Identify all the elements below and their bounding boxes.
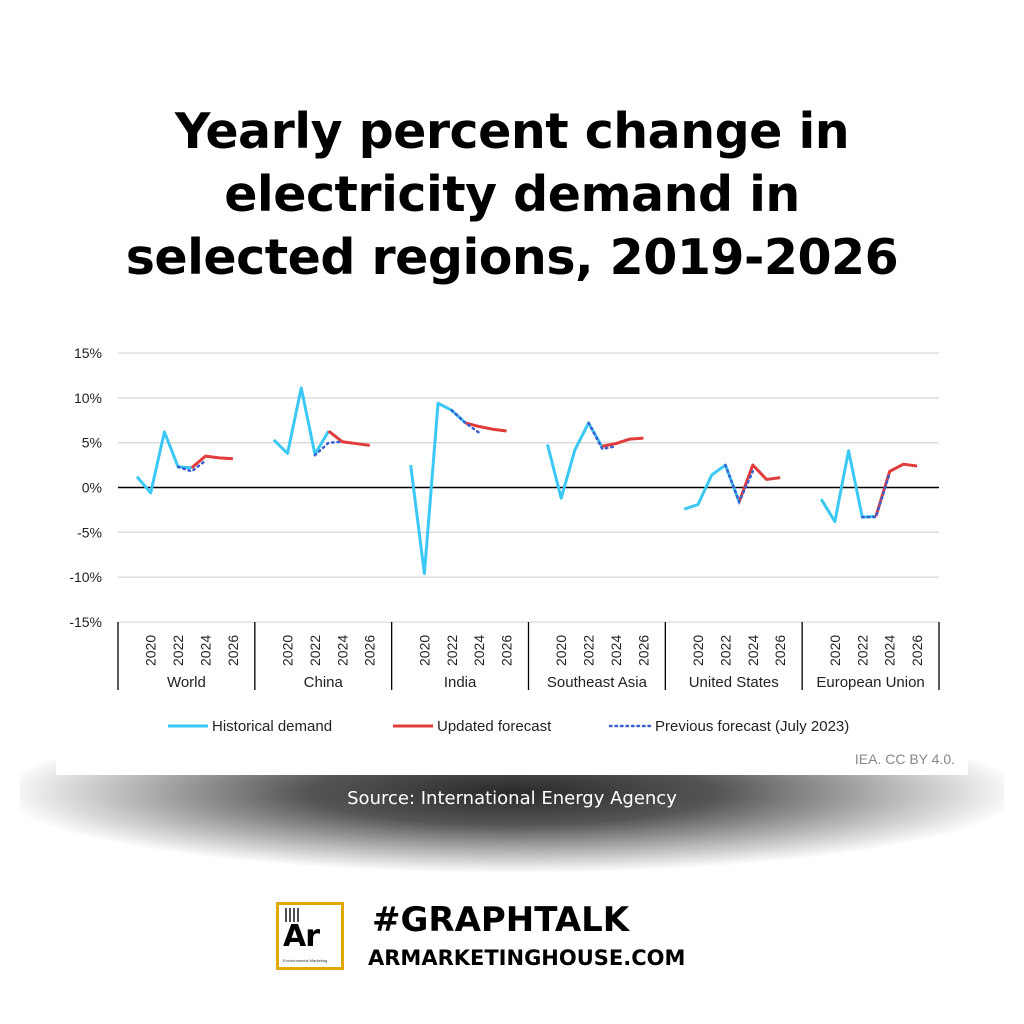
x-tick-label: 2024	[198, 635, 214, 666]
y-tick-label: 15%	[74, 345, 102, 361]
x-tick-label: 2026	[772, 635, 788, 666]
logo-subtext: Environmental Marketing	[283, 958, 328, 963]
previous-forecast-line	[861, 471, 891, 519]
updated-forecast-line	[190, 454, 233, 469]
source-caption: Source: International Energy Agency	[347, 788, 677, 809]
hashtag: #GRAPHTALK	[372, 900, 630, 940]
x-tick-label: 2026	[499, 635, 515, 666]
previous-forecast-line	[450, 409, 481, 435]
x-tick-label: 2022	[444, 635, 460, 666]
x-tick-label: 2022	[581, 635, 597, 666]
x-tick-label: 2022	[717, 635, 733, 666]
y-tick-label: -10%	[69, 569, 102, 585]
title-line: selected regions, 2019-2026	[125, 229, 899, 286]
x-tick-label: 2020	[827, 635, 843, 666]
brand-logo: Ar Environmental Marketing	[276, 902, 344, 970]
page-title: Yearly percent change in electricity dem…	[0, 100, 1024, 289]
historical-line	[819, 449, 877, 524]
updated-forecast-line	[327, 429, 370, 447]
group-label: India	[444, 674, 477, 691]
x-tick-label: 2020	[416, 635, 432, 666]
x-tick-label: 2022	[170, 635, 186, 666]
logo-text: Ar	[283, 919, 320, 954]
x-tick-label: 2026	[635, 635, 651, 666]
title-line: electricity demand in	[224, 166, 800, 223]
x-tick-label: 2024	[471, 635, 487, 666]
historical-line	[409, 401, 467, 576]
x-tick-label: 2026	[362, 635, 378, 666]
card-shadow	[20, 760, 1004, 890]
x-tick-label: 2024	[882, 635, 898, 666]
updated-forecast-line	[602, 436, 644, 448]
previous-forecast-line	[587, 421, 618, 451]
previous-forecast-line	[313, 440, 344, 457]
historical-line	[135, 430, 192, 495]
legend-label-updated: Updated forecast	[437, 718, 552, 735]
credit-label: IEA. CC BY 4.0.	[855, 751, 955, 767]
x-tick-label: 2024	[334, 635, 350, 666]
x-tick-label: 2024	[745, 635, 761, 666]
qr-code	[285, 908, 301, 922]
legend-label-historical: Historical demand	[212, 718, 332, 735]
y-tick-label: -5%	[77, 524, 102, 540]
y-tick-label: 5%	[82, 435, 102, 451]
x-tick-label: 2026	[225, 635, 241, 666]
x-tick-label: 2020	[553, 635, 569, 666]
updated-forecast-line	[874, 462, 918, 517]
x-tick-label: 2024	[608, 635, 624, 666]
y-tick-label: -15%	[69, 614, 102, 630]
x-tick-label: 2026	[909, 635, 925, 666]
chart-card	[56, 330, 968, 775]
x-tick-label: 2020	[690, 635, 706, 666]
group-label: United States	[689, 674, 779, 691]
x-tick-label: 2022	[307, 635, 323, 666]
title-line: Yearly percent change in	[174, 103, 850, 160]
x-tick-label: 2022	[854, 635, 870, 666]
updated-forecast-line	[465, 421, 507, 433]
previous-forecast-line	[724, 463, 755, 506]
historical-line	[272, 386, 330, 456]
x-tick-label: 2020	[280, 635, 296, 666]
x-tick-label: 2020	[143, 635, 159, 666]
updated-forecast-line	[737, 463, 781, 503]
y-tick-label: 10%	[74, 390, 102, 406]
group-label: European Union	[816, 674, 924, 691]
group-label: China	[304, 674, 344, 691]
website-link[interactable]: ARMARKETINGHOUSE.COM	[368, 946, 686, 970]
y-tick-label: 0%	[82, 480, 102, 496]
legend-label-previous: Previous forecast (July 2023)	[655, 718, 849, 735]
group-label: Southeast Asia	[547, 674, 648, 691]
group-label: World	[167, 674, 206, 691]
historical-line	[546, 421, 604, 500]
previous-forecast-line	[176, 459, 207, 473]
